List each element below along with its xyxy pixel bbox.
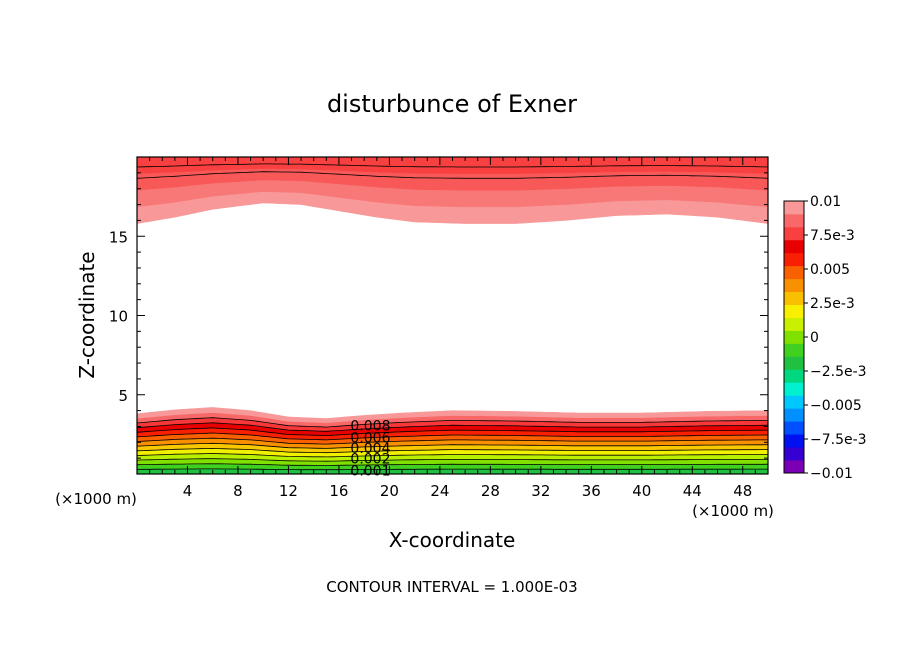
colorbar-tick-label: 0.01 (810, 194, 841, 210)
contour-line (137, 447, 768, 454)
contour-line (137, 427, 768, 437)
colorbar-swatch (784, 421, 804, 435)
x-tick-label: 16 (329, 482, 348, 500)
colorbar-tick-label: −2.5e-3 (810, 364, 867, 380)
contour-line (137, 437, 768, 445)
colorbar-swatch (784, 356, 804, 370)
colorbar-swatch (784, 330, 804, 344)
x-tick-label: 48 (733, 482, 752, 500)
colorbar-swatch (784, 213, 804, 228)
contour-label: 0.002 (350, 452, 390, 468)
x-axis-label: X-coordinate (389, 528, 516, 552)
contour-line (137, 468, 768, 471)
x-tick-label: 4 (183, 482, 193, 500)
colorbar-tick-label: 7.5e-3 (810, 228, 855, 244)
colorbar (783, 200, 805, 474)
y-axis-label: Z-coordinate (75, 251, 99, 378)
colorbar-swatch (784, 382, 804, 396)
colorbar-swatch (784, 265, 804, 280)
contour-label: 0.001 (350, 463, 390, 479)
colorbar-swatch (784, 447, 804, 461)
colorbar-swatch (784, 291, 804, 306)
x-tick-label: 12 (279, 482, 298, 500)
y-tick-label: 15 (109, 228, 128, 246)
x-unit-right: (×1000 m) (692, 502, 774, 520)
x-tick-labels: 4 8 12 16 20 24 28 32 36 40 44 48 (183, 482, 753, 500)
x-tick-label: 40 (632, 482, 651, 500)
colorbar-labels: 0.01 7.5e-3 0.005 2.5e-3 0 −2.5e-3 −0.005 −7.5e… (804, 194, 867, 482)
y-tick-labels: 5 10 15 (109, 228, 128, 405)
x-unit-left: (×1000 m) (55, 490, 137, 508)
colorbar-tick-label: 0.005 (810, 262, 850, 278)
x-tick-label: 32 (531, 482, 550, 500)
x-tick-label: 28 (481, 482, 500, 500)
colorbar-swatch (784, 460, 804, 474)
x-tick-label: 44 (683, 482, 702, 500)
contour-line (137, 171, 768, 179)
colorbar-tick-label: −7.5e-3 (810, 432, 867, 448)
axis-ticks (137, 157, 768, 474)
contour-line (137, 422, 768, 432)
colorbar-tick-label: −0.01 (810, 466, 853, 482)
colorbar-swatch (784, 278, 804, 293)
contour-line (137, 463, 768, 466)
colorbar-swatch (784, 408, 804, 422)
colorbar-tick-label: 0 (810, 330, 819, 346)
contour-band-upper (137, 157, 768, 174)
contour-line (137, 432, 768, 441)
x-tick-label: 20 (380, 482, 399, 500)
x-tick-label: 8 (233, 482, 243, 500)
colorbar-swatch (784, 317, 804, 331)
colorbar-swatch (784, 239, 804, 254)
chart-title: disturbunce of Exner (327, 90, 577, 118)
colorbar-tick-label: −0.005 (810, 398, 862, 414)
colorbar-swatch (784, 252, 804, 267)
contour-interval-note: CONTOUR INTERVAL = 1.000E-03 (326, 578, 577, 596)
contour-line (137, 417, 768, 428)
colorbar-tick-label: 2.5e-3 (810, 296, 855, 312)
contour-label: 0.004 (350, 441, 390, 457)
colorbar-swatch (784, 201, 804, 215)
contour-band-lower (137, 407, 768, 424)
contour-line (137, 458, 768, 462)
colorbar-swatch (784, 343, 804, 357)
contour-line (137, 453, 768, 458)
colorbar-swatch (784, 395, 804, 409)
contour-line (137, 163, 768, 168)
contour-lines (137, 163, 768, 471)
contour-label: 0.006 (350, 430, 390, 446)
y-tick-label: 10 (109, 308, 128, 326)
contour-label: 0.008 (350, 419, 390, 435)
colorbar-swatch (784, 434, 804, 448)
contour-line (137, 442, 768, 449)
colorbar-swatch (784, 369, 804, 383)
y-tick-label: 5 (118, 387, 128, 405)
colorbar-swatch (784, 304, 804, 318)
x-tick-label: 36 (582, 482, 601, 500)
x-tick-label: 24 (430, 482, 449, 500)
colorbar-swatch (784, 226, 804, 241)
